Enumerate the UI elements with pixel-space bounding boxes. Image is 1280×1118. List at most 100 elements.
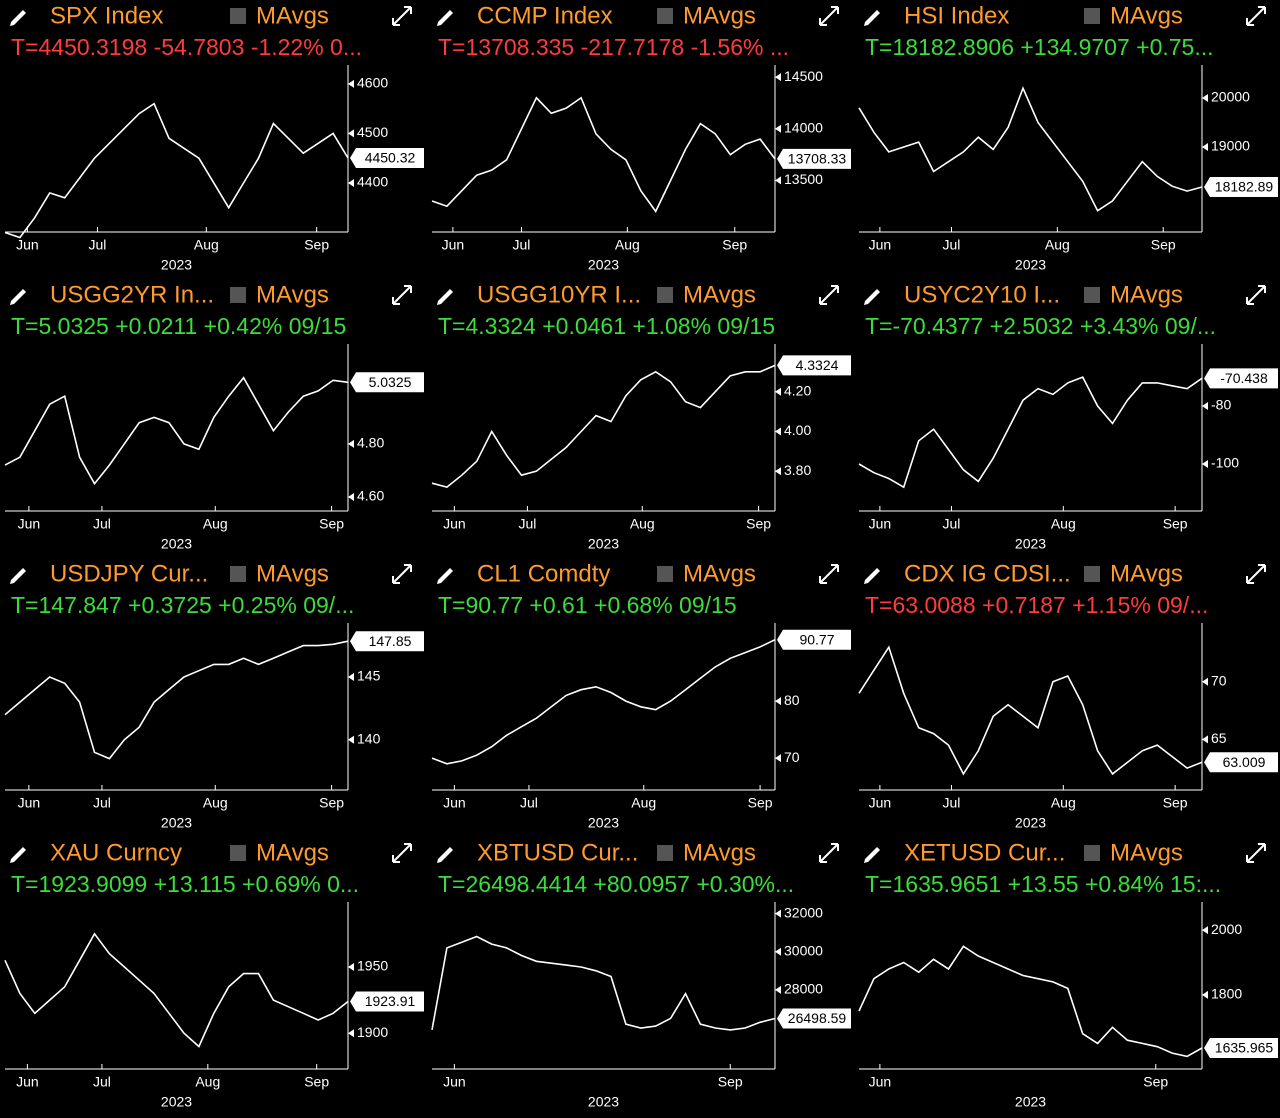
y-tick-label: 70 (1211, 672, 1227, 688)
y-tick-label: 145 (357, 668, 381, 684)
chart-panel: XAU Curncy MAvgs T=1923.9099 +13.115 +0.69… (4, 839, 424, 1110)
legend-label[interactable]: MAvgs (683, 560, 756, 587)
legend-label[interactable]: MAvgs (1110, 560, 1183, 587)
x-axis-label: 2023 (1015, 257, 1046, 273)
security-title[interactable]: XAU Curncy (50, 839, 182, 866)
x-tick-label: Jul (513, 237, 531, 253)
y-tick (775, 73, 781, 82)
y-tick-label: -100 (1211, 455, 1239, 471)
x-tick-label: Sep (319, 795, 344, 811)
x-tick-label: Sep (1163, 795, 1188, 811)
y-tick (348, 492, 354, 501)
legend-swatch[interactable] (657, 845, 673, 861)
expand-icon[interactable] (1246, 285, 1266, 305)
expand-icon[interactable] (1246, 6, 1266, 26)
expand-icon[interactable] (819, 843, 839, 863)
last-value-label: 4.3324 (796, 357, 839, 373)
price-line (4, 932, 349, 1048)
security-title[interactable]: SPX Index (50, 2, 163, 29)
x-tick-label: Aug (1051, 516, 1076, 532)
x-axis-label: 2023 (588, 815, 619, 831)
x-tick-label: Sep (304, 1074, 329, 1090)
legend-swatch[interactable] (1084, 8, 1100, 24)
legend-swatch[interactable] (1084, 845, 1100, 861)
legend-label[interactable]: MAvgs (256, 560, 329, 587)
legend-label[interactable]: MAvgs (256, 839, 329, 866)
legend-swatch[interactable] (230, 566, 246, 582)
legend-label[interactable]: MAvgs (1110, 281, 1183, 308)
y-tick-label: 4.60 (357, 488, 384, 504)
chart-panel: USDJPY Cur... MAvgs T=147.847 +0.3725 +0.2… (4, 560, 424, 831)
y-tick-label: 13500 (784, 171, 823, 187)
y-tick (1202, 990, 1208, 999)
legend-label[interactable]: MAvgs (1110, 2, 1183, 29)
last-value-box (777, 629, 851, 650)
edit-icon (437, 847, 453, 863)
x-tick-label: Jun (16, 237, 39, 253)
expand-icon[interactable] (392, 285, 412, 305)
y-tick (1202, 926, 1208, 935)
legend-label[interactable]: MAvgs (1110, 839, 1183, 866)
y-tick (348, 962, 354, 971)
price-line (431, 364, 776, 488)
x-tick-label: Sep (304, 237, 329, 253)
y-tick (348, 178, 354, 187)
security-title[interactable]: USGG10YR I... (477, 281, 641, 308)
x-tick-label: Jun (442, 237, 465, 253)
y-tick (348, 672, 354, 681)
x-axis-label: 2023 (1015, 1094, 1046, 1110)
x-tick-label: Aug (631, 795, 656, 811)
x-tick-label: Jun (869, 516, 892, 532)
legend-swatch[interactable] (657, 8, 673, 24)
chart-panel: USYC2Y10 I... MAvgs T=-70.4377 +2.5032 +3.… (858, 281, 1278, 552)
expand-icon[interactable] (819, 6, 839, 26)
security-title[interactable]: XBTUSD Cur... (477, 839, 638, 866)
security-title[interactable]: USDJPY Cur... (50, 560, 208, 587)
y-tick-label: 14000 (784, 119, 823, 135)
security-title[interactable]: CL1 Comdty (477, 560, 610, 587)
y-tick-label: 4.20 (784, 382, 811, 398)
legend-label[interactable]: MAvgs (683, 281, 756, 308)
legend-label[interactable]: MAvgs (256, 281, 329, 308)
security-title[interactable]: CDX IG CDSI... (904, 560, 1071, 587)
security-title[interactable]: USYC2Y10 I... (904, 281, 1060, 308)
legend-label[interactable]: MAvgs (256, 2, 329, 29)
legend-swatch[interactable] (657, 287, 673, 303)
legend-label[interactable]: MAvgs (683, 2, 756, 29)
last-value-label: -70.438 (1220, 370, 1268, 386)
y-tick-label: 32000 (784, 904, 823, 920)
y-tick (775, 467, 781, 476)
expand-icon[interactable] (819, 285, 839, 305)
y-tick (775, 427, 781, 436)
x-axis-label: 2023 (1015, 815, 1046, 831)
expand-icon[interactable] (1246, 843, 1266, 863)
ticker-line: T=26498.4414 +80.0957 +0.30%... (438, 871, 794, 897)
legend-swatch[interactable] (230, 8, 246, 24)
y-tick (1202, 93, 1208, 102)
expand-icon[interactable] (1246, 564, 1266, 584)
x-tick-label: Sep (1151, 237, 1176, 253)
legend-swatch[interactable] (1084, 566, 1100, 582)
legend-swatch[interactable] (230, 845, 246, 861)
edit-icon (10, 847, 26, 863)
security-title[interactable]: HSI Index (904, 2, 1009, 29)
y-tick (1202, 735, 1208, 744)
edit-icon (437, 289, 453, 305)
legend-swatch[interactable] (657, 566, 673, 582)
x-tick-label: Jun (443, 516, 466, 532)
legend-swatch[interactable] (1084, 287, 1100, 303)
expand-icon[interactable] (392, 6, 412, 26)
security-title[interactable]: XETUSD Cur... (904, 839, 1065, 866)
y-tick (1202, 402, 1208, 411)
expand-icon[interactable] (392, 564, 412, 584)
x-tick-label: Jul (520, 795, 538, 811)
edit-icon (10, 568, 26, 584)
security-title[interactable]: USGG2YR In... (50, 281, 214, 308)
security-title[interactable]: CCMP Index (477, 2, 613, 29)
x-tick-label: Jun (18, 795, 41, 811)
legend-label[interactable]: MAvgs (683, 839, 756, 866)
legend-swatch[interactable] (230, 287, 246, 303)
y-tick-label: 4.00 (784, 422, 811, 438)
expand-icon[interactable] (392, 843, 412, 863)
expand-icon[interactable] (819, 564, 839, 584)
